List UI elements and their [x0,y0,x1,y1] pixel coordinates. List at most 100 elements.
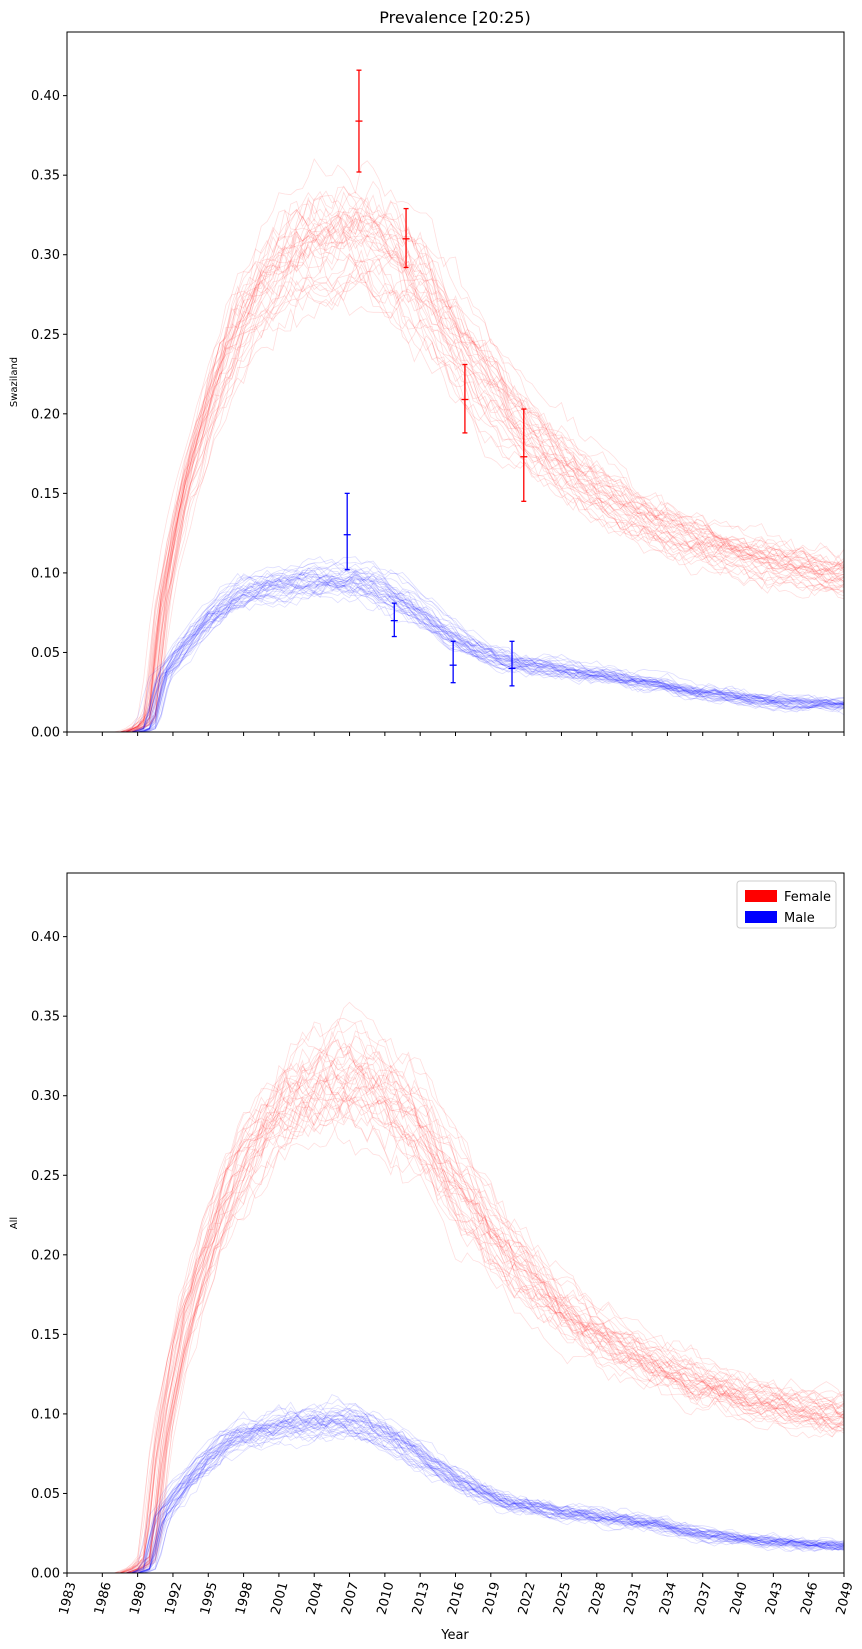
series-line-male [67,574,844,732]
y-tick-label: 0.20 [31,1248,60,1263]
series-line-female [67,1040,844,1573]
x-tick-label: 2034 [657,1581,680,1617]
series-line-female [67,209,844,732]
series-line-male [67,585,844,732]
x-tick-label: 2019 [480,1581,503,1617]
series-line-female [67,207,844,732]
y-tick-label: 0.35 [31,169,60,184]
y-axis-label: Swaziland [9,357,20,407]
series-line-female [67,210,844,732]
series-line-female [67,190,844,732]
series-line-female [67,1091,844,1573]
series-line-male [67,1422,844,1573]
x-tick-label: 2043 [763,1581,786,1617]
series-line-male [67,567,844,732]
x-tick-label: 1992 [163,1581,186,1617]
series-line-male [67,1422,844,1573]
x-tick-label: 2031 [622,1581,645,1617]
series-line-male [67,1417,844,1573]
series-line-female [67,228,844,732]
series-line-male [67,582,844,732]
series-line-female [67,199,844,732]
panel-all: 0.00 0.05 0.10 0.15 0.20 0.25 0.30 0.35 0.40 1983… [9,872,857,1617]
x-tick-label: 2046 [798,1581,821,1617]
observation-male [449,640,457,684]
series-line-female [67,215,844,732]
legend-label-male: Male [784,911,815,926]
series-line-male [67,1420,844,1573]
x-tick-label: 2001 [269,1581,292,1617]
y-tick-label: 0.30 [31,1089,60,1104]
series-line-male [67,571,844,732]
series-line-female [67,192,844,732]
series-line-female [67,1070,844,1573]
series-line-female [67,1066,844,1573]
series-line-female [67,1086,844,1573]
series-line-female [67,1069,844,1573]
series-line-male [67,1418,844,1573]
series-line-female [67,219,844,732]
series-line-male [67,1415,844,1573]
y-tick-label: 0.15 [31,487,60,502]
series-line-female [67,180,844,732]
series-line-male [67,556,844,732]
y-tick-label: 0.00 [31,726,60,741]
y-axis-label: All [9,1217,20,1229]
series-line-male [67,1413,844,1573]
series-line-male [67,573,844,732]
series-line-male [67,1411,844,1573]
series-line-female [67,259,844,732]
series-line-male [67,1415,844,1573]
series-line-female [67,230,844,732]
y-tick-label: 0.25 [31,1169,60,1184]
series-line-male [67,1409,844,1573]
y-tick-label: 0.10 [31,1407,60,1422]
series-line-female [67,272,844,732]
series-line-male [67,556,844,732]
series-line-male [67,1416,844,1573]
x-tick-label: 1983 [57,1581,80,1617]
series-line-female [67,234,844,732]
series-line-female [67,1049,844,1573]
series-line-female [67,1019,844,1573]
series-line-male [67,576,844,732]
observation-female [355,69,363,173]
series-line-female [67,185,844,732]
series-line-male [67,573,844,732]
series-line-female [67,1096,844,1573]
series-line-male [67,566,844,732]
series-line-male [67,1415,844,1573]
series-line-female [67,278,844,732]
series-line-male [67,590,844,732]
series-line-male [67,577,844,732]
series-line-female [67,1090,844,1573]
series-line-female [67,1098,844,1573]
series-line-female [67,1047,844,1573]
plot-frame [66,872,845,1574]
series-line-male [67,567,844,732]
y-tick-label: 0.30 [31,248,60,263]
series-line-female [67,1021,844,1573]
series-line-female [67,1001,844,1573]
observation-female [520,408,528,502]
series-line-male [67,572,844,732]
series-line-female [67,1068,844,1573]
series-line-female [67,1119,844,1573]
series-line-female [67,226,844,732]
observation-female [461,363,469,434]
series-line-female [67,1106,844,1573]
series-line-female [67,197,844,732]
observation-male [343,492,351,571]
series-line-female [67,1073,844,1573]
series-line-male [67,575,844,732]
series-line-male [67,1423,844,1573]
legend-swatch-female [745,890,777,902]
series-line-male [67,1410,844,1573]
series-line-male [67,1414,844,1573]
series-line-female [67,263,844,732]
x-tick-label: 1995 [198,1581,221,1617]
y-tick-label: 0.40 [31,930,60,945]
legend-label-female: Female [784,890,831,905]
series-line-female [67,253,844,732]
